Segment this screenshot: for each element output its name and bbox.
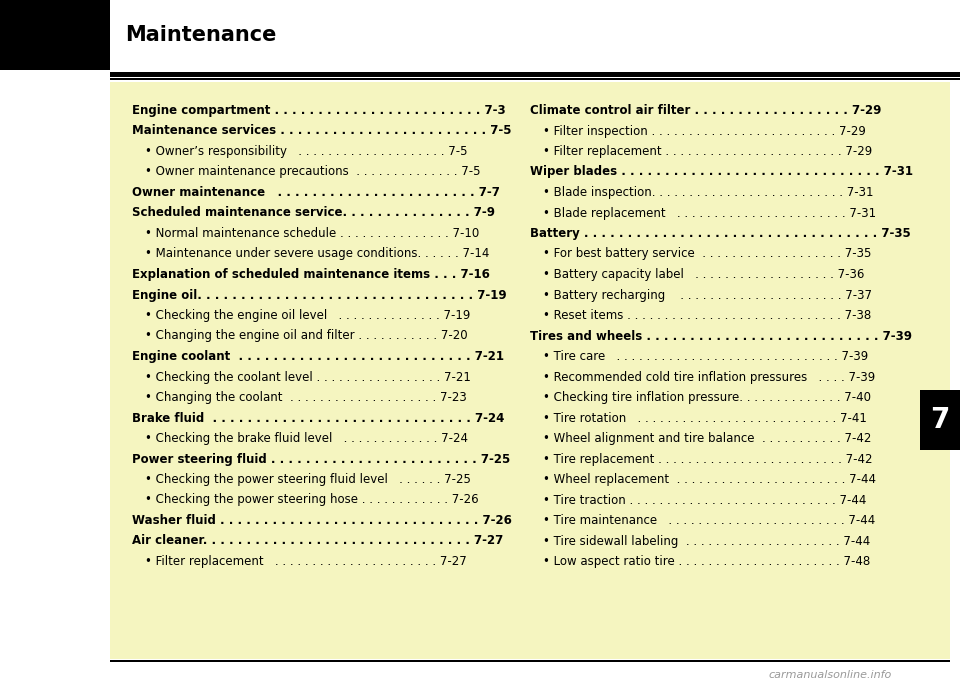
Text: • Battery capacity label   . . . . . . . . . . . . . . . . . . . 7-36: • Battery capacity label . . . . . . . .… xyxy=(543,268,864,281)
Text: • Tire maintenance   . . . . . . . . . . . . . . . . . . . . . . . . 7-44: • Tire maintenance . . . . . . . . . . .… xyxy=(543,514,876,527)
Text: 7: 7 xyxy=(930,406,949,434)
Text: carmanualsonline.info: carmanualsonline.info xyxy=(768,670,892,680)
Text: • Checking the brake fluid level   . . . . . . . . . . . . . 7-24: • Checking the brake fluid level . . . .… xyxy=(145,432,468,445)
Text: • Battery recharging    . . . . . . . . . . . . . . . . . . . . . . 7-37: • Battery recharging . . . . . . . . . .… xyxy=(543,289,872,302)
Bar xyxy=(110,82,950,659)
Text: • Changing the coolant  . . . . . . . . . . . . . . . . . . . . 7-23: • Changing the coolant . . . . . . . . .… xyxy=(145,391,467,404)
Text: Tires and wheels . . . . . . . . . . . . . . . . . . . . . . . . . . . 7-39: Tires and wheels . . . . . . . . . . . .… xyxy=(530,329,912,342)
Text: • Reset items . . . . . . . . . . . . . . . . . . . . . . . . . . . . . 7-38: • Reset items . . . . . . . . . . . . . … xyxy=(543,309,872,322)
Text: • Low aspect ratio tire . . . . . . . . . . . . . . . . . . . . . . 7-48: • Low aspect ratio tire . . . . . . . . … xyxy=(543,555,871,568)
Text: Engine oil. . . . . . . . . . . . . . . . . . . . . . . . . . . . . . . . 7-19: Engine oil. . . . . . . . . . . . . . . … xyxy=(132,289,507,302)
Bar xyxy=(920,390,960,450)
Text: • Checking the power steering fluid level   . . . . . . 7-25: • Checking the power steering fluid leve… xyxy=(145,473,470,486)
Text: • Owner maintenance precautions  . . . . . . . . . . . . . . 7-5: • Owner maintenance precautions . . . . … xyxy=(145,165,481,178)
Text: Owner maintenance   . . . . . . . . . . . . . . . . . . . . . . . 7-7: Owner maintenance . . . . . . . . . . . … xyxy=(132,186,500,199)
Text: • For best battery service  . . . . . . . . . . . . . . . . . . . 7-35: • For best battery service . . . . . . .… xyxy=(543,247,872,260)
Text: Power steering fluid . . . . . . . . . . . . . . . . . . . . . . . . 7-25: Power steering fluid . . . . . . . . . .… xyxy=(132,453,511,466)
Text: • Blade inspection. . . . . . . . . . . . . . . . . . . . . . . . . . 7-31: • Blade inspection. . . . . . . . . . . … xyxy=(543,186,874,199)
Text: • Tire care   . . . . . . . . . . . . . . . . . . . . . . . . . . . . . . 7-39: • Tire care . . . . . . . . . . . . . . … xyxy=(543,350,868,363)
Text: Explanation of scheduled maintenance items . . . 7-16: Explanation of scheduled maintenance ite… xyxy=(132,268,490,281)
Text: • Filter inspection . . . . . . . . . . . . . . . . . . . . . . . . . 7-29: • Filter inspection . . . . . . . . . . … xyxy=(543,125,866,138)
Text: • Blade replacement   . . . . . . . . . . . . . . . . . . . . . . . 7-31: • Blade replacement . . . . . . . . . . … xyxy=(543,207,876,220)
Text: • Tire traction . . . . . . . . . . . . . . . . . . . . . . . . . . . . 7-44: • Tire traction . . . . . . . . . . . . … xyxy=(543,493,866,506)
Bar xyxy=(110,660,950,662)
Bar xyxy=(0,0,110,70)
Bar xyxy=(110,78,960,80)
Text: • Normal maintenance schedule . . . . . . . . . . . . . . . 7-10: • Normal maintenance schedule . . . . . … xyxy=(145,227,479,240)
Text: • Tire rotation   . . . . . . . . . . . . . . . . . . . . . . . . . . . 7-41: • Tire rotation . . . . . . . . . . . . … xyxy=(543,411,867,424)
Text: • Changing the engine oil and filter . . . . . . . . . . . 7-20: • Changing the engine oil and filter . .… xyxy=(145,329,468,342)
Text: Wiper blades . . . . . . . . . . . . . . . . . . . . . . . . . . . . . . 7-31: Wiper blades . . . . . . . . . . . . . .… xyxy=(530,165,913,178)
Text: • Checking the power steering hose . . . . . . . . . . . . 7-26: • Checking the power steering hose . . .… xyxy=(145,493,479,506)
Text: Maintenance services . . . . . . . . . . . . . . . . . . . . . . . . 7-5: Maintenance services . . . . . . . . . .… xyxy=(132,125,512,138)
Text: • Tire replacement . . . . . . . . . . . . . . . . . . . . . . . . . 7-42: • Tire replacement . . . . . . . . . . .… xyxy=(543,453,873,466)
Text: • Checking the engine oil level   . . . . . . . . . . . . . . 7-19: • Checking the engine oil level . . . . … xyxy=(145,309,470,322)
Text: • Tire sidewall labeling  . . . . . . . . . . . . . . . . . . . . . 7-44: • Tire sidewall labeling . . . . . . . .… xyxy=(543,535,871,548)
Text: • Recommended cold tire inflation pressures   . . . . 7-39: • Recommended cold tire inflation pressu… xyxy=(543,371,876,384)
Text: • Owner’s responsibility   . . . . . . . . . . . . . . . . . . . . 7-5: • Owner’s responsibility . . . . . . . .… xyxy=(145,145,468,158)
Text: Scheduled maintenance service. . . . . . . . . . . . . . . 7-9: Scheduled maintenance service. . . . . .… xyxy=(132,207,495,220)
Text: Engine compartment . . . . . . . . . . . . . . . . . . . . . . . . 7-3: Engine compartment . . . . . . . . . . .… xyxy=(132,104,506,117)
Text: Climate control air filter . . . . . . . . . . . . . . . . . . 7-29: Climate control air filter . . . . . . .… xyxy=(530,104,881,117)
Text: • Wheel replacement  . . . . . . . . . . . . . . . . . . . . . . . 7-44: • Wheel replacement . . . . . . . . . . … xyxy=(543,473,876,486)
Text: • Wheel alignment and tire balance  . . . . . . . . . . . 7-42: • Wheel alignment and tire balance . . .… xyxy=(543,432,872,445)
Text: • Checking the coolant level . . . . . . . . . . . . . . . . . 7-21: • Checking the coolant level . . . . . .… xyxy=(145,371,470,384)
Bar xyxy=(110,72,960,77)
Text: • Checking tire inflation pressure. . . . . . . . . . . . . . 7-40: • Checking tire inflation pressure. . . … xyxy=(543,391,871,404)
Text: Maintenance: Maintenance xyxy=(125,25,276,45)
Text: • Filter replacement . . . . . . . . . . . . . . . . . . . . . . . . 7-29: • Filter replacement . . . . . . . . . .… xyxy=(543,145,873,158)
Text: • Filter replacement   . . . . . . . . . . . . . . . . . . . . . . 7-27: • Filter replacement . . . . . . . . . .… xyxy=(145,555,467,568)
Text: Brake fluid  . . . . . . . . . . . . . . . . . . . . . . . . . . . . . . 7-24: Brake fluid . . . . . . . . . . . . . . … xyxy=(132,411,504,424)
Text: Washer fluid . . . . . . . . . . . . . . . . . . . . . . . . . . . . . . 7-26: Washer fluid . . . . . . . . . . . . . .… xyxy=(132,514,512,527)
Bar xyxy=(110,0,960,70)
Text: Engine coolant  . . . . . . . . . . . . . . . . . . . . . . . . . . . 7-21: Engine coolant . . . . . . . . . . . . .… xyxy=(132,350,504,363)
Text: • Maintenance under severe usage conditions. . . . . . 7-14: • Maintenance under severe usage conditi… xyxy=(145,247,490,260)
Text: Battery . . . . . . . . . . . . . . . . . . . . . . . . . . . . . . . . . . 7-35: Battery . . . . . . . . . . . . . . . . … xyxy=(530,227,911,240)
Text: Air cleaner. . . . . . . . . . . . . . . . . . . . . . . . . . . . . . . 7-27: Air cleaner. . . . . . . . . . . . . . .… xyxy=(132,535,503,548)
